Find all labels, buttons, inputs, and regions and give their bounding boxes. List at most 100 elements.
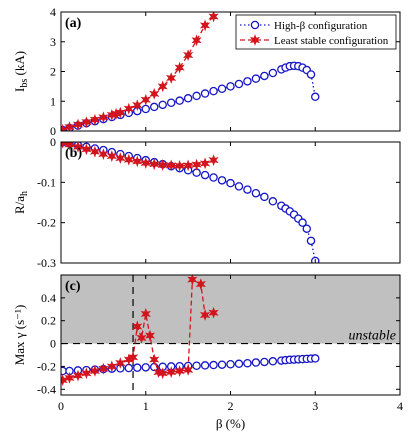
least_stable-point	[199, 309, 211, 321]
high_beta-point	[243, 185, 252, 194]
y-axis-label: Ibs (kA)	[12, 51, 30, 92]
legend-box	[235, 14, 397, 50]
x-axis-label: β (%)	[216, 416, 245, 431]
y-axis-label: Max γ (s⁻¹)	[12, 305, 27, 366]
legend-label: High-β configuration	[274, 20, 368, 32]
x-tick-label: 4	[397, 399, 403, 413]
least_stable-point	[166, 72, 177, 84]
high_beta-point	[251, 74, 261, 83]
least_stable-point	[144, 329, 156, 342]
x-tick-label: 3	[312, 399, 318, 413]
y-tick-label: 4	[50, 5, 56, 19]
high_beta-point	[306, 70, 316, 79]
least_stable-point	[64, 372, 75, 384]
least_stable-point	[183, 159, 194, 172]
high_beta-point	[260, 71, 269, 81]
least_stable-point	[132, 99, 143, 111]
legend-marker-star	[249, 34, 261, 46]
high_beta-point	[226, 82, 235, 91]
least_stable-point	[208, 154, 219, 166]
unstable-region	[61, 275, 400, 344]
least_stable-point	[208, 306, 219, 319]
high_beta-point	[310, 92, 320, 102]
least_stable-point	[199, 157, 211, 170]
y-tick-label: 0.2	[41, 314, 56, 328]
legend-label: Least stable configuration	[274, 35, 389, 47]
least_stable-point	[199, 19, 211, 32]
high_beta-point	[310, 354, 320, 363]
least_stable-point	[174, 365, 185, 377]
least_stable-point	[106, 360, 117, 373]
high_beta-point	[175, 96, 184, 105]
least_stable-point	[81, 143, 92, 156]
high_beta-point	[200, 170, 210, 180]
least_stable-point	[72, 142, 84, 153]
least_stable-point	[149, 158, 160, 171]
least_stable-point	[140, 93, 151, 106]
least_stable-point	[123, 153, 134, 166]
least_stable-point	[132, 320, 143, 333]
least_stable-point	[136, 332, 147, 344]
least_stable-point	[183, 49, 194, 61]
least_stable-point	[166, 159, 177, 172]
high_beta-point	[251, 358, 261, 367]
least_stable-point	[115, 152, 126, 164]
legend: High-β configuration Least stable configu…	[235, 14, 397, 50]
high_beta-point	[234, 79, 244, 89]
high_beta-point	[268, 357, 278, 366]
high_beta-point	[149, 102, 159, 112]
y-tick-label: 0	[50, 124, 56, 138]
least_stable-point	[191, 158, 202, 171]
high_beta-point	[243, 358, 252, 368]
least_stable-point	[106, 150, 117, 162]
high_beta-point	[226, 178, 235, 188]
least_stable-point	[64, 121, 75, 131]
y-tick-label: 0	[50, 337, 56, 351]
series-group	[61, 12, 320, 131]
high_beta-point	[302, 224, 312, 233]
least_stable-point	[115, 357, 126, 369]
high_beta-point	[158, 100, 167, 110]
panel-label: (c)	[65, 279, 81, 294]
y-tick-label: -0.3	[37, 256, 56, 270]
least_stable-point	[187, 275, 198, 286]
least_stable-point	[81, 116, 92, 128]
least_stable-point	[183, 364, 194, 376]
high_beta-point	[141, 104, 150, 114]
high_beta-point	[192, 361, 201, 370]
least_stable-point	[72, 118, 84, 131]
least_stable-point	[174, 61, 185, 74]
panel-2: unstable 0 1 2 3 4 0.4 0.2 0 -0.2 -0.4 (c) Max γ (s⁻…	[12, 274, 403, 431]
high_beta-line	[62, 142, 316, 262]
high_beta-point	[217, 360, 227, 369]
least_stable-point	[166, 366, 177, 378]
least_stable-point	[98, 111, 109, 124]
high_beta-point	[192, 91, 201, 101]
x-tick-label: 1	[143, 399, 149, 413]
series-group	[61, 142, 320, 263]
least_stable-point	[115, 106, 126, 119]
high_beta-point	[268, 68, 278, 78]
least_stable-point	[132, 155, 143, 168]
y-tick-label: 3	[50, 35, 56, 49]
least_stable-point	[89, 365, 100, 377]
least_stable-point	[195, 278, 206, 290]
y-tick-label: 0	[50, 135, 56, 149]
unstable-label: unstable	[349, 329, 396, 344]
least_stable-line	[62, 278, 214, 381]
y-tick-label: 2	[50, 65, 56, 79]
least_stable-point	[140, 308, 151, 320]
y-tick-label: -0.2	[37, 359, 56, 373]
y-tick-label: -0.2	[37, 216, 56, 230]
high_beta-point	[133, 363, 142, 372]
panel-label: (b)	[65, 146, 82, 161]
high_beta-point	[183, 94, 193, 103]
high_beta-point	[234, 359, 244, 369]
panel-1: 0 -0.1 -0.2 -0.3 (b) R/ah	[12, 135, 401, 270]
least_stable-point	[98, 362, 109, 375]
least_stable-point	[157, 80, 168, 93]
least_stable-point	[127, 351, 139, 364]
x-tick-label: 0	[58, 399, 64, 413]
least_stable-point	[157, 159, 168, 171]
